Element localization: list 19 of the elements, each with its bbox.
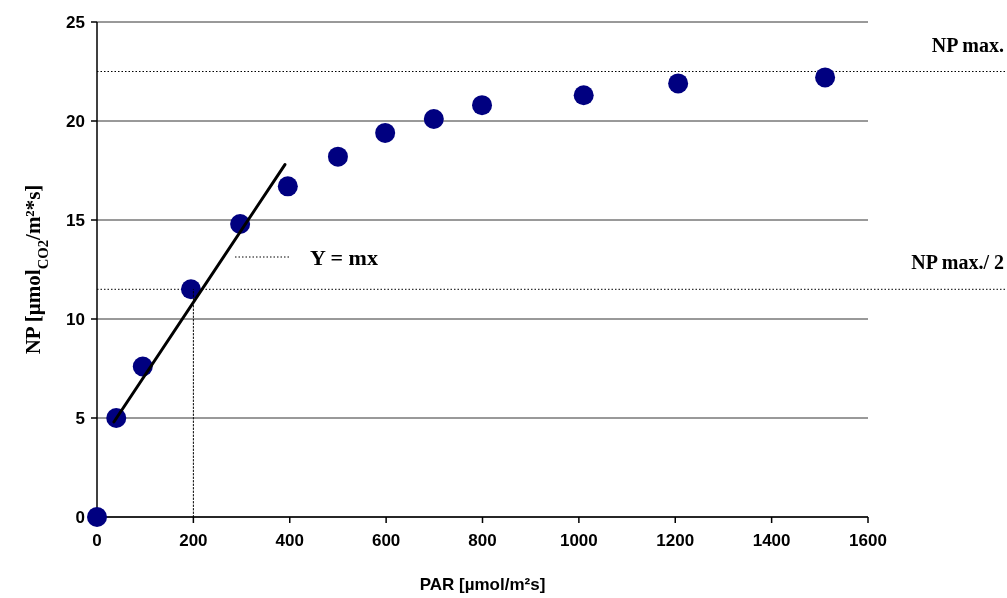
y-tick-label: 15 bbox=[66, 210, 85, 230]
x-tick-label: 1600 bbox=[849, 531, 887, 550]
y-tick-label: 25 bbox=[66, 12, 85, 32]
y-tick-label: 5 bbox=[75, 408, 85, 428]
y-tick-label: 20 bbox=[66, 111, 85, 131]
x-tick-label: 1400 bbox=[752, 531, 791, 550]
x-tick-label: 0 bbox=[92, 531, 102, 550]
y-tick-label: 10 bbox=[66, 309, 85, 329]
ref-line-label: NP max./ 2 bbox=[911, 251, 1004, 274]
x-tick-label: 400 bbox=[275, 531, 304, 550]
ref-line-label: NP max. bbox=[931, 33, 1004, 56]
x-tick-label: 1200 bbox=[656, 531, 695, 550]
x-axis-title: PAR [µmol/m²s] bbox=[419, 575, 546, 594]
x-tick-label: 800 bbox=[468, 531, 497, 550]
x-tick-label: 200 bbox=[179, 531, 208, 550]
annotation: Y = mx bbox=[310, 244, 378, 270]
x-tick-label: 1000 bbox=[559, 531, 598, 550]
x-tick-label: 600 bbox=[371, 531, 401, 550]
y-tick-label: 0 bbox=[75, 507, 85, 527]
